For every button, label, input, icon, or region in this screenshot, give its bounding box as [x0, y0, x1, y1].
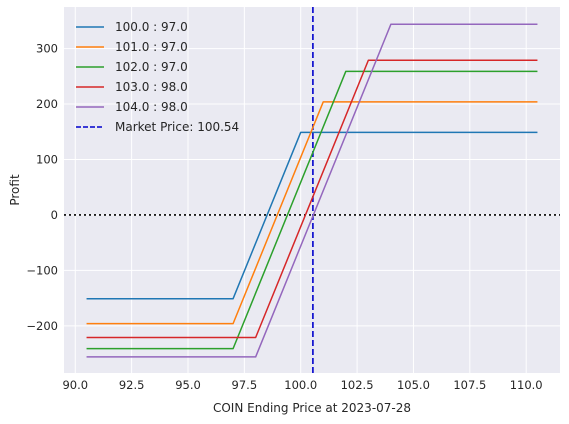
y-tick-label: −200: [26, 319, 58, 333]
series-line-1: [86, 131, 538, 300]
series-line-5: [86, 23, 538, 358]
y-tick-label: 300: [36, 42, 58, 56]
y-axis-label: Profit: [8, 174, 22, 206]
series-line-4: [86, 59, 538, 339]
y-tick-label: 200: [36, 97, 58, 111]
x-tick-label: 105.0: [397, 378, 430, 392]
legend-label: 101.0 : 97.0: [115, 40, 188, 54]
x-tick-label: 90.0: [62, 378, 88, 392]
legend-label: 102.0 : 97.0: [115, 60, 188, 74]
x-tick-label: 92.5: [119, 378, 145, 392]
legend-label: 104.0 : 98.0: [115, 100, 188, 114]
legend-label: Market Price: 100.54: [115, 120, 239, 134]
x-tick-label: 102.5: [341, 378, 374, 392]
legend: 100.0 : 97.0 101.0 : 97.0 102.0 : 97.0 103.…: [76, 20, 239, 134]
x-tick-label: 95.0: [175, 378, 201, 392]
x-tick-label: 100.0: [284, 378, 317, 392]
y-tick-label: 100: [36, 153, 58, 167]
series-line-2: [86, 101, 538, 325]
reference-lines: [64, 7, 560, 373]
y-tick-labels: −200 −100 0 100 200 300: [26, 42, 58, 333]
y-tick-label: 0: [51, 208, 58, 222]
x-tick-label: 97.5: [232, 378, 258, 392]
grid: [64, 7, 560, 373]
legend-label: 103.0 : 98.0: [115, 80, 188, 94]
x-tick-label: 107.5: [453, 378, 486, 392]
x-tick-label: 110.0: [510, 378, 543, 392]
x-tick-labels: 90.0 92.5 95.0 97.5 100.0 102.5 105.0 107.5 110.…: [62, 378, 542, 392]
legend-label: 100.0 : 97.0: [115, 20, 188, 34]
y-tick-label: −100: [26, 263, 58, 277]
x-axis-label: COIN Ending Price at 2023-07-28: [213, 401, 411, 415]
plot-area: [64, 7, 560, 373]
series-lines: [86, 23, 538, 358]
series-line-3: [86, 70, 538, 350]
